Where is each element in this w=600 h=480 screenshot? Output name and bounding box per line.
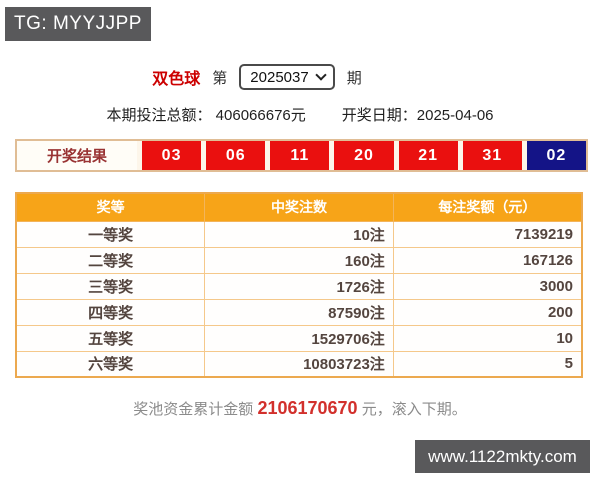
table-row: 六等奖 10803723注 5	[15, 350, 583, 378]
prize-table: 奖等 中奖注数 每注奖额（元） 一等奖 10注 7139219 二等奖 160注…	[15, 192, 583, 378]
col-header-tier: 奖等	[15, 192, 206, 222]
draw-results-label: 开奖结果	[17, 141, 137, 170]
red-ball: 21	[398, 141, 458, 170]
draw-date-label: 开奖日期：	[341, 107, 417, 124]
amount-cell: 7139219	[392, 220, 583, 248]
count-cell: 10注	[204, 220, 394, 248]
title-row: 双色球 第 2025037 期	[0, 62, 557, 92]
amount-cell: 200	[392, 298, 583, 326]
count-cell: 1529706注	[204, 324, 394, 352]
issue-select-value: 2025037	[250, 68, 309, 86]
table-row: 二等奖 160注 167126	[15, 246, 583, 274]
col-header-amount: 每注奖额（元）	[392, 192, 583, 222]
prize-pool-summary: 奖池资金累计金额 2106170670 元，滚入下期。	[0, 398, 600, 419]
red-ball: 31	[462, 141, 522, 170]
amount-cell: 3000	[392, 272, 583, 300]
red-ball: 11	[270, 141, 330, 170]
total-bets-label: 本期投注总额：	[106, 107, 212, 124]
col-header-count: 中奖注数	[204, 192, 394, 222]
tier-cell: 五等奖	[15, 324, 206, 352]
issue-prefix-label: 第	[212, 69, 228, 87]
info-row: 本期投注总额： 406066676元 开奖日期：2025-04-06	[0, 104, 600, 125]
blue-ball: 02	[526, 141, 586, 170]
red-ball: 06	[206, 141, 266, 170]
count-cell: 1726注	[204, 272, 394, 300]
issue-suffix-label: 期	[346, 69, 362, 87]
amount-cell: 10	[392, 324, 583, 352]
tier-cell: 一等奖	[15, 220, 206, 248]
tier-cell: 三等奖	[15, 272, 206, 300]
total-bets-value: 406066676元	[215, 107, 306, 124]
draw-date: 开奖日期：2025-04-06	[342, 104, 494, 125]
site-watermark: www.1122mkty.com	[415, 440, 590, 473]
draw-results-bar: 开奖结果 03 06 11 20 21 31 02	[15, 139, 588, 172]
amount-cell: 5	[392, 350, 583, 378]
count-cell: 87590注	[204, 298, 394, 326]
tg-contact-badge: TG: MYYJJPP	[5, 7, 151, 41]
pool-prefix: 奖池资金累计金额	[133, 401, 258, 418]
count-cell: 160注	[204, 246, 394, 274]
count-cell: 10803723注	[204, 350, 394, 378]
amount-cell: 167126	[392, 246, 583, 274]
total-bets: 本期投注总额： 406066676元	[106, 104, 305, 125]
red-ball: 20	[334, 141, 394, 170]
table-row: 一等奖 10注 7139219	[15, 220, 583, 248]
pool-suffix: 元，滚入下期。	[357, 401, 467, 418]
table-row: 四等奖 87590注 200	[15, 298, 583, 326]
chevron-down-icon	[315, 69, 327, 81]
red-ball: 03	[142, 141, 202, 170]
tier-cell: 二等奖	[15, 246, 206, 274]
table-row: 三等奖 1726注 3000	[15, 272, 583, 300]
draw-date-value: 2025-04-06	[416, 107, 494, 124]
issue-select[interactable]: 2025037	[239, 64, 335, 90]
pool-amount: 2106170670	[257, 398, 358, 418]
tier-cell: 四等奖	[15, 298, 206, 326]
tier-cell: 六等奖	[15, 350, 206, 378]
prize-table-header-row: 奖等 中奖注数 每注奖额（元）	[15, 192, 583, 222]
table-row: 五等奖 1529706注 10	[15, 324, 583, 352]
lottery-name: 双色球	[152, 71, 201, 88]
